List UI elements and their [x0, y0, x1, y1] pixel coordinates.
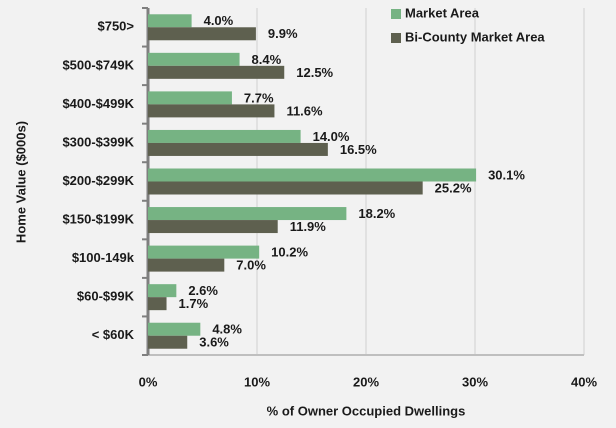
bar — [148, 129, 301, 143]
data-label: 1.7% — [179, 296, 209, 311]
y-tick-label: < $60K — [92, 327, 135, 342]
y-tick-label: $60-$99K — [77, 289, 135, 304]
bar — [148, 322, 201, 336]
bar — [148, 181, 423, 195]
data-label: 12.5% — [296, 65, 333, 80]
y-tick-label: $400-$499K — [62, 96, 134, 111]
data-label: 16.5% — [340, 142, 377, 157]
data-label: 14.0% — [313, 129, 350, 144]
y-tick-label: $300-$399K — [62, 134, 134, 149]
y-tick-label: $750> — [97, 19, 134, 34]
data-label: 10.2% — [271, 245, 308, 260]
legend-swatch — [391, 33, 401, 43]
bar — [148, 168, 477, 182]
legend-label: Bi-County Market Area — [405, 29, 545, 44]
data-label: 4.8% — [212, 322, 242, 337]
data-label: 3.6% — [199, 335, 229, 350]
data-label: 2.6% — [188, 283, 218, 298]
y-axis-title: Home Value ($000s) — [13, 121, 28, 243]
data-label: 11.6% — [286, 103, 323, 118]
x-axis-title: % of Owner Occupied Dwellings — [267, 403, 466, 418]
bar — [148, 284, 177, 298]
y-tick-label: $200-$299K — [62, 173, 134, 188]
data-label: 8.4% — [252, 52, 282, 67]
bar — [148, 65, 285, 79]
bar — [148, 104, 275, 118]
data-label: 30.1% — [488, 167, 525, 182]
x-tick-label: 10% — [244, 374, 270, 389]
x-tick-label: 20% — [353, 374, 379, 389]
legend-swatch — [391, 9, 401, 19]
data-label: 9.9% — [268, 26, 298, 41]
data-label: 4.0% — [204, 13, 234, 28]
bar — [148, 207, 347, 221]
data-label: 7.0% — [236, 258, 266, 273]
y-tick-label: $100-149k — [72, 250, 135, 265]
data-label: 18.2% — [358, 206, 395, 221]
bar — [148, 52, 240, 66]
bar — [148, 220, 278, 234]
bar — [148, 14, 192, 28]
data-label: 25.2% — [435, 180, 472, 195]
data-label: 7.7% — [244, 90, 274, 105]
bar — [148, 245, 260, 259]
bar — [148, 142, 328, 156]
bar — [148, 297, 167, 311]
x-tick-label: 0% — [139, 374, 158, 389]
x-tick-label: 30% — [462, 374, 488, 389]
bar — [148, 335, 188, 349]
legend-label: Market Area — [405, 5, 480, 20]
bar — [148, 91, 232, 105]
bar — [148, 27, 256, 41]
x-tick-label: 40% — [571, 374, 597, 389]
data-label: 11.9% — [290, 219, 327, 234]
y-tick-label: $500-$749K — [62, 57, 134, 72]
y-tick-label: $150-$199K — [62, 211, 134, 226]
bar — [148, 258, 225, 272]
